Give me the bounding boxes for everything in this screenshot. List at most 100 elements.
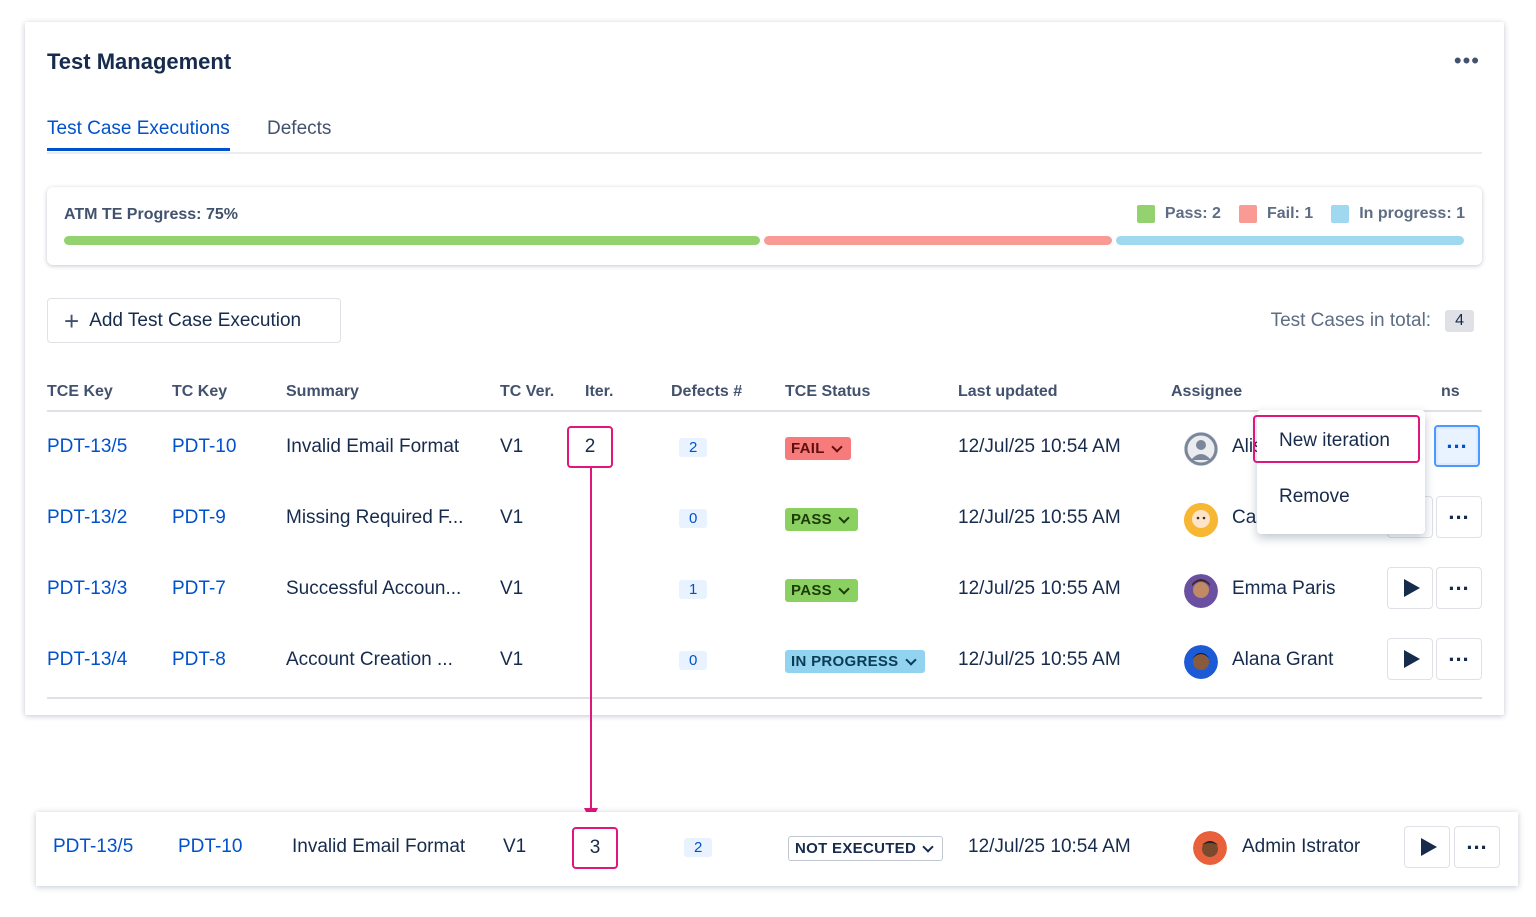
tc-ver-cell: V1 <box>500 578 524 599</box>
tc-ver-cell: V1 <box>500 507 524 528</box>
more-actions-button[interactable]: ... <box>1454 826 1500 868</box>
fail-swatch <box>1238 205 1257 223</box>
test-cases-total: Test Cases in total: 4 <box>1271 310 1474 332</box>
progress-card: ATM TE Progress: 75% Pass: 2 Fail: 1 In … <box>47 187 1482 265</box>
tc-key-link[interactable]: PDT-10 <box>172 436 237 457</box>
tce-status-dropdown[interactable]: FAIL <box>785 437 851 460</box>
col-tce-status[interactable]: TCE Status <box>785 383 871 400</box>
new-iteration-highlight <box>1253 415 1420 463</box>
more-actions-button[interactable]: ... <box>1436 567 1482 609</box>
col-assignee[interactable]: Assignee <box>1171 383 1243 400</box>
status-label: PASS <box>791 582 832 599</box>
pass-swatch <box>1136 205 1155 223</box>
col-tce-key[interactable]: TCE Key <box>47 383 113 400</box>
legend-fail: Fail: 1 <box>1238 205 1314 223</box>
col-tc-key[interactable]: TC Key <box>172 383 228 400</box>
tce-key-link[interactable]: PDT-13/4 <box>47 649 128 670</box>
tce-status-dropdown[interactable]: PASS <box>785 508 858 531</box>
more-dots-icon: ... <box>1446 428 1468 453</box>
tc-key-link[interactable]: PDT-10 <box>178 836 243 857</box>
last-updated-cell: 12/Jul/25 10:55 AM <box>958 507 1121 528</box>
more-actions-button[interactable]: ... <box>1436 496 1482 538</box>
defects-count-badge[interactable]: 0 <box>679 509 708 528</box>
table-row: PDT-13/5 PDT-10 Invalid Email Format V1 … <box>47 415 1482 486</box>
play-icon <box>1404 650 1420 668</box>
add-button-label: Add Test Case Execution <box>89 309 302 331</box>
annotation-arrow-line <box>590 468 592 813</box>
col-actions: ns <box>1441 383 1460 400</box>
last-updated-cell: 12/Jul/25 10:55 AM <box>958 649 1121 670</box>
progress-segment-fail <box>764 236 1112 245</box>
row-actions-menu: New iteration Remove <box>1253 410 1425 534</box>
tce-key-link[interactable]: PDT-13/3 <box>47 578 128 599</box>
iteration-highlight: 3 <box>572 827 618 869</box>
tce-key-link[interactable]: PDT-13/5 <box>53 836 134 857</box>
legend-pass-label: Pass: 2 <box>1164 205 1221 222</box>
assignee-name: Admin Istrator <box>1242 836 1361 857</box>
tab-test-case-executions[interactable]: Test Case Executions <box>47 118 230 151</box>
col-defects[interactable]: Defects # <box>671 383 743 400</box>
menu-item-remove[interactable]: Remove <box>1279 486 1350 507</box>
tce-key-link[interactable]: PDT-13/2 <box>47 507 128 528</box>
table-header: TCE Key TC Key Summary TC Ver. Iter. Def… <box>47 382 1482 412</box>
tce-key-link[interactable]: PDT-13/5 <box>47 436 128 457</box>
status-label: IN PROGRESS <box>791 653 899 670</box>
tc-ver-cell: V1 <box>503 836 527 857</box>
tce-status-dropdown[interactable]: IN PROGRESS <box>785 650 925 673</box>
tce-status-dropdown[interactable]: PASS <box>785 579 858 602</box>
avatar <box>1193 831 1227 865</box>
status-label: FAIL <box>791 440 825 457</box>
summary-cell: Invalid Email Format <box>286 436 460 457</box>
defects-count-badge[interactable]: 1 <box>679 580 708 599</box>
summary-cell: Invalid Email Format <box>292 836 466 857</box>
defects-count-badge[interactable]: 0 <box>679 651 708 670</box>
panel-title: Test Management <box>47 49 232 74</box>
chevron-down-icon <box>831 440 843 453</box>
defects-count-badge[interactable]: 2 <box>679 438 708 457</box>
run-button[interactable] <box>1387 567 1433 609</box>
more-dots-icon: ... <box>1448 570 1470 595</box>
tce-status-dropdown[interactable]: NOT EXECUTED <box>788 836 944 861</box>
result-row-panel: PDT-13/5 PDT-10 Invalid Email Format V1 … <box>36 812 1518 886</box>
more-actions-button[interactable]: ... <box>1434 425 1480 467</box>
col-iter[interactable]: Iter. <box>585 383 614 400</box>
legend-pass: Pass: 2 <box>1136 205 1221 223</box>
more-options-icon[interactable]: ••• <box>1453 48 1480 73</box>
play-icon <box>1404 579 1420 597</box>
in-progress-swatch <box>1331 205 1350 223</box>
progress-legend: Pass: 2 Fail: 1 In progress: 1 <box>1136 205 1465 223</box>
tc-ver-cell: V1 <box>500 649 524 670</box>
col-summary[interactable]: Summary <box>286 383 359 400</box>
tc-key-link[interactable]: PDT-9 <box>172 507 226 528</box>
legend-fail-label: Fail: 1 <box>1266 205 1314 222</box>
col-tc-ver[interactable]: TC Ver. <box>500 383 555 400</box>
progress-segment-in-progress <box>1116 236 1464 245</box>
run-button[interactable] <box>1387 638 1433 680</box>
assignee-name: Emma Paris <box>1232 578 1336 599</box>
run-button[interactable] <box>1404 826 1450 868</box>
tc-ver-cell: V1 <box>500 436 524 457</box>
tc-key-link[interactable]: PDT-7 <box>172 578 226 599</box>
status-label: PASS <box>791 511 832 528</box>
tc-key-link[interactable]: PDT-8 <box>172 649 226 670</box>
play-icon <box>1421 838 1437 856</box>
iter-cell: 2 <box>584 436 596 457</box>
total-count-badge: 4 <box>1445 310 1474 332</box>
tab-defects[interactable]: Defects <box>267 118 332 139</box>
iteration-highlight: 2 <box>567 426 613 468</box>
status-label: NOT EXECUTED <box>795 840 917 857</box>
defects-count-badge[interactable]: 2 <box>684 838 713 857</box>
test-management-panel: Test Management ••• Test Case Executions… <box>25 22 1504 715</box>
progress-segment-pass <box>64 236 760 245</box>
chevron-down-icon <box>904 653 917 666</box>
add-test-case-execution-button[interactable]: + Add Test Case Execution <box>47 298 341 343</box>
avatar <box>1184 574 1218 608</box>
table-row: PDT-13/3 PDT-7 Successful Accoun... V1 1… <box>47 557 1482 628</box>
col-last-updated[interactable]: Last updated <box>958 383 1058 400</box>
plus-icon: + <box>64 305 80 336</box>
tab-bar: Test Case Executions Defects <box>47 118 1482 154</box>
assignee-name: Alana Grant <box>1232 649 1334 670</box>
menu-item-new-iteration[interactable]: New iteration <box>1279 430 1390 451</box>
table-row: PDT-13/4 PDT-8 Account Creation ... V1 0… <box>47 628 1482 699</box>
more-actions-button[interactable]: ... <box>1436 638 1482 680</box>
